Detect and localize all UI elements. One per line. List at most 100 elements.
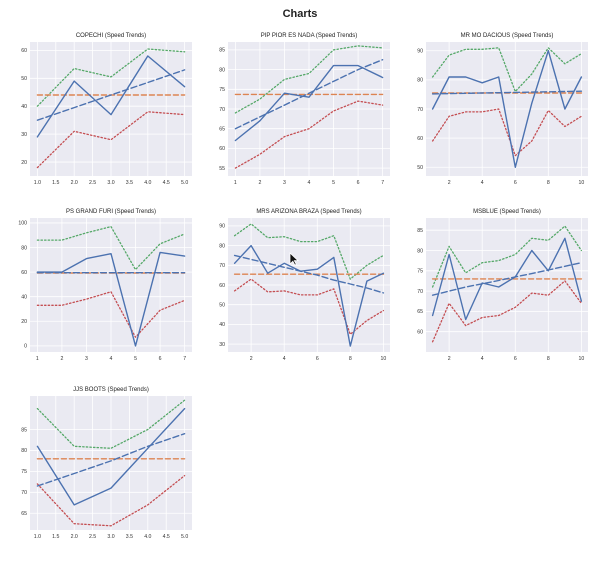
series-line-trend (431, 90, 583, 95)
x-tick-label: 4.0 (144, 180, 151, 186)
x-tick-label: 6 (514, 356, 517, 362)
y-tick-label: 65 (417, 309, 423, 315)
y-tick-label: 70 (417, 107, 423, 113)
series-line-lower (234, 100, 384, 169)
x-tick-label: 2 (258, 180, 261, 186)
series-line-trend (431, 262, 583, 296)
x-tick-label: 2.0 (71, 180, 78, 186)
x-tick-label: 4 (481, 180, 484, 186)
x-tick-label: 4 (283, 356, 286, 362)
y-tick-label: 0 (24, 344, 27, 350)
x-tick-label: 5.0 (181, 180, 188, 186)
y-tick-label: 70 (417, 289, 423, 295)
page-title: Charts (282, 8, 318, 20)
chart-mr-mo-dacious: MR MO DACIOUS (Speed Trends) 2 4 6 8 10 50 60 70… (417, 33, 588, 186)
series-line-lower (36, 291, 186, 338)
series-line-upper (233, 223, 385, 280)
y-tick-label: 80 (21, 448, 27, 454)
x-tick-label: 2.0 (71, 534, 78, 540)
x-tick-label: 1.0 (34, 180, 41, 186)
y-tick-label: 60 (219, 146, 225, 152)
x-tick-label: 3.5 (126, 534, 133, 540)
y-tick-label: 40 (21, 104, 27, 110)
x-tick-label: 3 (283, 180, 286, 186)
chart-title: MR MO DACIOUS (Speed Trends) (461, 33, 554, 39)
y-tick-label: 70 (219, 107, 225, 113)
x-tick-label: 1.5 (52, 180, 59, 186)
x-tick-label: 2.5 (89, 534, 96, 540)
chart-copechi: COPECHI (Speed Trends) 1.0 1.5 2.0 2.5 3.0 3.5… (21, 33, 192, 186)
y-tick-label: 30 (21, 132, 27, 138)
x-tick-label: 7 (381, 180, 384, 186)
y-tick-label: 30 (219, 342, 225, 348)
chart-title: COPECHI (Speed Trends) (76, 33, 146, 39)
x-tick-label: 6 (514, 180, 517, 186)
x-tick-label: 2 (448, 180, 451, 186)
y-tick-label: 75 (219, 87, 225, 93)
chart-panel-msblue: MSBLUE (Speed Trends) 2 4 6 8 10 60 65 70 75 80 85 (401, 204, 591, 364)
chart-title: PS GRAND FURI (Speed Trends) (66, 209, 156, 215)
x-tick-label: 3 (85, 356, 88, 362)
y-tick-label: 55 (219, 166, 225, 172)
y-tick-label: 65 (219, 127, 225, 133)
chart-ps-grand-furi: PS GRAND FURI (Speed Trends) 1 2 3 4 5 6 7 0 20 40… (18, 209, 192, 362)
series-line-upper (36, 399, 186, 449)
mouse-cursor-icon (289, 252, 299, 266)
x-tick-label: 2 (60, 356, 63, 362)
x-tick-label: 8 (547, 180, 550, 186)
x-tick-label: 10 (380, 356, 386, 362)
series-line-upper (431, 225, 583, 288)
chart-mrs-arizona-braza: MRS ARIZONA BRAZA (Speed Trends) 2 4 6 8 10 30… (219, 209, 390, 362)
x-tick-label: 10 (578, 356, 584, 362)
chart-panel-mrs-arizona-braza: MRS ARIZONA BRAZA (Speed Trends) 2 4 6 8 10 30… (203, 204, 393, 364)
series-line-upper (234, 45, 384, 114)
x-tick-label: 6 (357, 180, 360, 186)
x-tick-label: 1.0 (34, 534, 41, 540)
chart-panel-ps-grand-furi: PS GRAND FURI (Speed Trends) 1 2 3 4 5 6 7 0 20 40… (5, 204, 195, 364)
series-line-lower (431, 280, 583, 343)
y-tick-label: 85 (21, 427, 27, 433)
chart-title: JJS BOOTS (Speed Trends) (73, 387, 149, 393)
x-tick-label: 4.5 (163, 180, 170, 186)
chart-pip-pior-es-nada: PIP PIOR ES NADA (Speed Trends)1 2 3 4 5 6 755… (219, 33, 390, 186)
y-tick-label: 60 (21, 48, 27, 54)
x-tick-label: 4 (481, 356, 484, 362)
series-line-upper (36, 48, 186, 107)
chart-title: PIP PIOR ES NADA (Speed Trends) (261, 33, 358, 39)
y-tick-label: 90 (417, 49, 423, 55)
chart-title: MSBLUE (Speed Trends) (473, 209, 541, 215)
series-line-speed (431, 50, 583, 169)
y-tick-label: 40 (21, 294, 27, 300)
x-tick-label: 2 (448, 356, 451, 362)
x-tick-label: 6 (159, 356, 162, 362)
chart-jjs-boots: JJS BOOTS (Speed Trends) 1.0 1.5 2.0 2.5 3.0 3… (21, 387, 192, 540)
y-tick-label: 85 (219, 48, 225, 54)
y-tick-label: 50 (219, 303, 225, 309)
x-tick-label: 4.5 (163, 534, 170, 540)
y-tick-label: 85 (417, 228, 423, 234)
x-tick-label: 1.5 (52, 534, 59, 540)
chart-panel-jjs-boots: JJS BOOTS (Speed Trends) 1.0 1.5 2.0 2.5 3.0 3… (5, 382, 195, 542)
y-tick-label: 80 (21, 245, 27, 251)
series-line-lower (36, 111, 186, 169)
series-line-trend (233, 254, 385, 294)
y-tick-label: 40 (219, 322, 225, 328)
y-tick-label: 100 (18, 221, 27, 227)
y-tick-label: 80 (417, 78, 423, 84)
series-line-lower (233, 278, 385, 335)
x-tick-label: 8 (349, 356, 352, 362)
x-tick-label: 5.0 (181, 534, 188, 540)
chart-panel-pip-pior-es-nada: PIP PIOR ES NADA (Speed Trends) 1 2 3 4 5 6 7 55… (203, 28, 393, 188)
y-tick-label: 70 (219, 263, 225, 269)
x-tick-label: 3.0 (107, 180, 114, 186)
y-tick-label: 80 (219, 67, 225, 73)
series-line-upper (431, 47, 583, 93)
series-line-speed (36, 251, 186, 347)
y-tick-label: 80 (417, 248, 423, 254)
series-line-speed (234, 64, 384, 142)
series-line-trend (234, 59, 384, 130)
y-tick-label: 50 (417, 165, 423, 171)
y-tick-label: 20 (21, 160, 27, 166)
y-tick-label: 70 (21, 490, 27, 496)
chart-title: MRS ARIZONA BRAZA (Speed Trends) (256, 209, 361, 215)
